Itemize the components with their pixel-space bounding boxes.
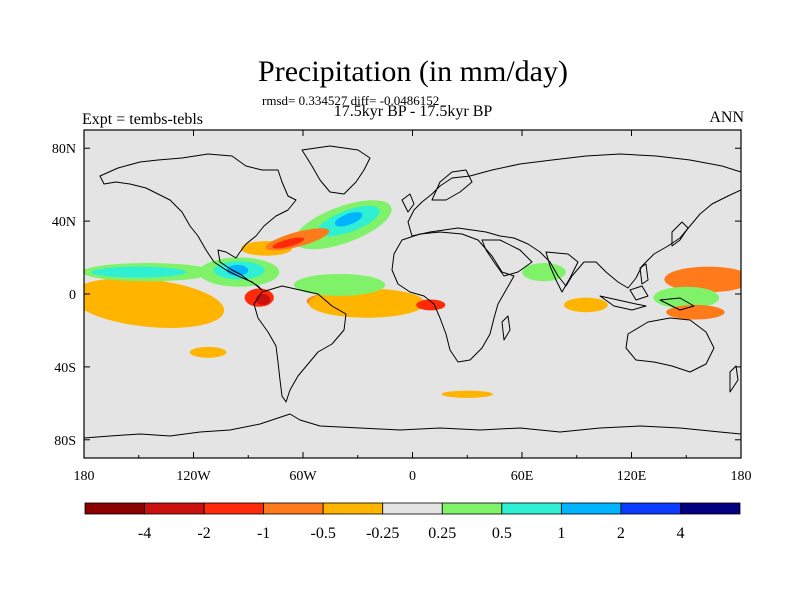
region-south-atlantic-midlat-dry (441, 390, 493, 398)
y-tick-label: 0 (69, 288, 76, 303)
colorbar-box (203, 502, 265, 515)
coastline-greenland (301, 145, 371, 195)
colorbar-box (680, 502, 741, 515)
x-tick-label: 0 (409, 469, 416, 484)
region-indian-ocean-south-dry (563, 297, 608, 313)
x-tick-label: 60E (511, 469, 534, 484)
region-us-east-coast-dry-core (272, 237, 305, 249)
colorbar-label: -0.25 (366, 525, 399, 542)
season-label: ANN (709, 109, 744, 126)
colorbar-box (144, 502, 205, 515)
region-pacific-south-band-edge (84, 278, 225, 328)
colorbar-box (263, 502, 324, 515)
chart-subtitle: 17.5kyr BP - 17.5kyr BP (333, 103, 493, 120)
coastline-africa (391, 231, 515, 363)
colorbar-box (322, 502, 384, 515)
colorbar-label: -2 (197, 525, 210, 542)
x-tick-label: 120W (176, 469, 211, 484)
coastline-indonesia (599, 295, 647, 311)
colorbar: -4 -2 -1 -0.5 -0.25 0.25 0.5 1 2 4 (84, 502, 741, 542)
region-maritime-continent-wet (653, 286, 720, 309)
region-southern-ocean-dry (189, 346, 227, 358)
chart-title: Precipitation (in mm/day) (258, 55, 568, 88)
region-central-america-wet-max (226, 264, 249, 276)
stats-text: rmsd= 0.334527 diff= -0.0486152 (262, 93, 440, 108)
coastline-scandinavia (431, 169, 473, 201)
coastline-british-isles (401, 193, 415, 213)
x-axis: 180 120W 60W 0 60E 120E 180 (74, 130, 752, 484)
x-tick-label: 60W (289, 469, 317, 484)
coastline-india (545, 251, 579, 293)
region-ecuador-dry-core (255, 294, 271, 305)
coastline-madagascar (501, 315, 511, 341)
coastline-philippines (639, 263, 649, 285)
colorbar-box (382, 502, 443, 515)
experiment-label: Expt = tembs-tebls (82, 111, 204, 128)
region-atlantic-equatorial-wet (293, 273, 386, 296)
x-tick-label: 180 (74, 469, 95, 484)
y-tick-label: 40N (52, 215, 76, 230)
coastlines (84, 145, 741, 439)
colorbar-box (560, 502, 622, 515)
coastline-new-zealand (729, 365, 739, 393)
region-north-pacific-itcz-core (91, 266, 187, 278)
region-north-atlantic-wet-max (334, 212, 363, 227)
colorbar-label: 0.25 (428, 525, 456, 542)
anomaly-regions (84, 200, 741, 398)
coastline-new-guinea (659, 297, 695, 311)
x-tick-label: 180 (731, 469, 752, 484)
colorbar-box (441, 502, 503, 515)
coastline-arabia (481, 239, 533, 277)
colorbar-box (84, 502, 145, 515)
y-axis: 80N 40N 0 40S 80S (52, 142, 741, 449)
colorbar-label: -4 (138, 525, 151, 542)
coastline-australia (625, 317, 715, 373)
coastline-south-america (253, 285, 347, 403)
colorbar-box (620, 502, 681, 515)
region-arabian-sea-wet (522, 263, 566, 282)
colorbar-label: -0.5 (311, 525, 336, 542)
region-western-pacific-dry-wide (664, 266, 741, 293)
coastline-antarctica (84, 413, 741, 439)
coastline-north-america (99, 153, 297, 291)
colorbar-label: 0.5 (492, 525, 512, 542)
colorbar-box (501, 502, 562, 515)
x-tick-label: 120E (617, 469, 647, 484)
colorbar-label: 1 (557, 525, 565, 542)
coastline-japan (671, 221, 689, 247)
y-tick-label: 40S (54, 361, 76, 376)
region-south-atlantic-tropical-dry (308, 288, 426, 318)
y-tick-label: 80S (54, 434, 76, 449)
colorbar-label: -1 (257, 525, 270, 542)
region-southwest-pacific-dry (666, 304, 725, 320)
colorbar-label: 2 (617, 525, 625, 542)
region-african-west-coast-dry (416, 299, 446, 311)
y-tick-label: 80N (52, 142, 76, 157)
coastline-borneo (629, 285, 649, 301)
colorbar-label: 4 (676, 525, 684, 542)
coastline-eurasia (407, 153, 741, 289)
